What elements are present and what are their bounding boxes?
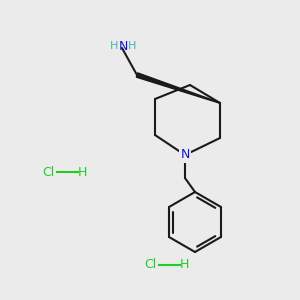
Text: Cl: Cl [42, 166, 54, 178]
Polygon shape [136, 73, 220, 103]
Text: H: H [77, 166, 87, 178]
Text: H: H [110, 41, 118, 51]
Text: N: N [180, 148, 190, 161]
Text: H: H [128, 41, 136, 51]
Text: Cl: Cl [144, 259, 156, 272]
Text: H: H [179, 259, 189, 272]
Text: N: N [118, 40, 128, 52]
